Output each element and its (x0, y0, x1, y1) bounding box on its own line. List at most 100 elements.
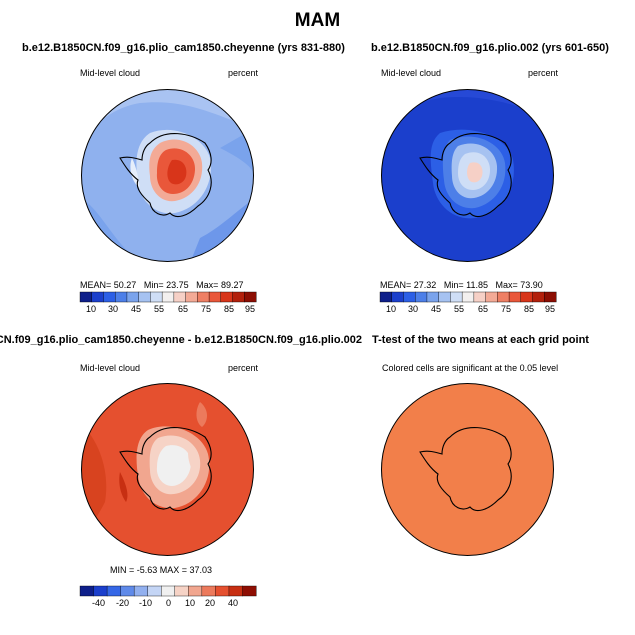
panel-1-colorbar-swatch (232, 291, 245, 303)
panel-1-colorbar-swatch (138, 291, 151, 303)
panel-2-cb-label: 10 (386, 304, 397, 314)
panel-1-cb-label: 95 (245, 304, 256, 314)
panel-2-colorbar-swatch (508, 291, 522, 303)
panel-2-min-label: Min= (443, 280, 464, 290)
panel-2-cb-label: 65 (478, 304, 489, 314)
panel-2-colorbar-swatch (473, 291, 487, 303)
panel-1-colorbar-swatch (173, 291, 187, 303)
panel-3-colorbar-swatch (215, 585, 230, 597)
panel-2-colorbar-swatch (461, 291, 475, 303)
panel-2-cb-label: 45 (431, 304, 442, 314)
panel-1-mean-value: 50.27 (113, 280, 137, 290)
panel-1-min-label: Min= (143, 280, 164, 290)
panel-3-title: B1850CN.f09_g16.plio_cam1850.cheyenne - … (0, 334, 362, 346)
panel-3-colorbar-swatch (93, 585, 108, 597)
panel-3-stats: MIN = -5.63 MAX = 37.03 (110, 565, 213, 575)
panel-1-colorbar-swatch (126, 291, 140, 303)
panel-1-cb-label: 10 (86, 304, 97, 314)
panel-2-mean-value: 27.32 (413, 280, 437, 290)
panel-1-colorbar-swatch (197, 291, 210, 303)
panel-2-colorbar-labels: 10 30 45 55 65 75 85 95 (380, 304, 556, 316)
panel-1-colorbar-swatch (185, 291, 198, 303)
panel-1-colorbar (79, 291, 257, 303)
panel-2-colorbar-swatch (520, 291, 534, 303)
panel-1-map (81, 89, 254, 262)
panel-3-units-label: percent (228, 363, 259, 373)
panel-3-cb-label: -10 (139, 598, 153, 608)
panel-1-colorbar-swatch (150, 291, 163, 303)
panel-2-colorbar-swatch (450, 291, 463, 303)
panel-1-mean-label: MEAN= (80, 280, 112, 290)
panel-1-cb-label: 75 (201, 304, 212, 314)
panel-1-colorbar-swatch (103, 291, 116, 303)
panel-1-colorbar-swatch (79, 291, 93, 303)
panel-3-colorbar-swatch (201, 585, 216, 597)
panel-1-cb-label: 30 (108, 304, 119, 314)
panel-3-colorbar (79, 585, 257, 597)
panel-1-stats: MEAN= 50.27 Min= 23.75 Max= 89.27 (80, 280, 243, 290)
panel-2-cb-label: 85 (524, 304, 535, 314)
panel-3-title-text: B1850CN.f09_g16.plio_cam1850.cheyenne - … (0, 334, 362, 346)
panel-3-colorbar-swatch (242, 585, 257, 597)
panel-2-max-label: Max= (495, 280, 518, 290)
panel-2-colorbar (379, 291, 557, 303)
panel-2-colorbar-swatch (485, 291, 498, 303)
panel-3-cb-label: -20 (116, 598, 130, 608)
panel-2-mean-label: MEAN= (380, 280, 412, 290)
panel-1-max-value: 89.27 (220, 280, 244, 290)
panel-2-cb-label: 55 (454, 304, 465, 314)
panel-2-variable-label: Mid-level cloud (381, 68, 442, 78)
panel-3-cb-label: -40 (92, 598, 106, 608)
panel-3-cb-label: 0 (166, 598, 172, 608)
panel-1-cb-label: 45 (131, 304, 142, 314)
panel-3-colorbar-swatch (161, 585, 176, 597)
panel-3-cb-label: 40 (228, 598, 239, 608)
panel-2-colorbar-swatch (426, 291, 440, 303)
panel-2-colorbar-swatch (391, 291, 404, 303)
panel-4-map (381, 383, 554, 556)
panel-3-colorbar-labels: -40 -20 -10 0 10 20 40 (80, 598, 256, 610)
panel-3-colorbar-swatch (133, 585, 149, 597)
panel-2-max-value: 73.90 (520, 280, 543, 290)
panel-3-cb-label: 20 (205, 598, 216, 608)
panel-3-colorbar-swatch (228, 585, 243, 597)
panel-2-units-label: percent (528, 68, 559, 78)
panel-1-colorbar-swatch (91, 291, 104, 303)
panel-1-variable-label: Mid-level cloud (80, 68, 141, 78)
panel-1-cb-label: 55 (154, 304, 165, 314)
panel-3-colorbar-swatch (174, 585, 189, 597)
panel-3-colorbar-swatch (120, 585, 135, 597)
panel-3-map (81, 383, 254, 556)
panel-2-map (381, 89, 554, 262)
panel-1-title: b.e12.B1850CN.f09_g16.plio_cam1850.cheye… (22, 42, 345, 54)
panel-3-variable-label: Mid-level cloud (80, 363, 141, 373)
panel-2-colorbar-swatch (415, 291, 428, 303)
panel-3-colorbar-swatch (79, 585, 95, 597)
panel-2-stats: MEAN= 27.32 Min= 11.85 Max= 73.90 (380, 280, 543, 290)
panel-1-colorbar-swatch (220, 291, 234, 303)
panel-3-cb-label: 10 (185, 598, 196, 608)
main-title: MAM (294, 10, 341, 31)
panel-2-colorbar-swatch (532, 291, 545, 303)
panel-2-colorbar-swatch (497, 291, 510, 303)
panel-2-title: b.e12.B1850CN.f09_g16.plio.002 (yrs 601-… (371, 42, 609, 54)
panel-3-colorbar-swatch (188, 585, 203, 597)
panel-2-colorbar-swatch (403, 291, 416, 303)
panel-2-colorbar-swatch (544, 291, 557, 303)
panel-1-cb-label: 85 (224, 304, 235, 314)
panel-3-colorbar-swatch (147, 585, 162, 597)
panel-4-subtitle: Colored cells are significant at the 0.0… (382, 363, 559, 373)
panel-1-min-value: 23.75 (166, 280, 189, 290)
panel-3-colorbar-swatch (106, 585, 122, 597)
panel-2-colorbar-swatch (379, 291, 393, 303)
panel-1-cb-label: 65 (178, 304, 189, 314)
panel-1-max-label: Max= (196, 280, 219, 290)
panel-1-colorbar-swatch (115, 291, 128, 303)
panel-2-cb-label: 95 (545, 304, 556, 314)
panel-2-cb-label: 75 (501, 304, 512, 314)
panel-1-colorbar-swatch (244, 291, 257, 303)
panel-1-colorbar-swatch (208, 291, 222, 303)
panel-2-min-value: 11.85 (466, 280, 488, 290)
panel-4-title: T-test of the two means at each grid poi… (372, 334, 589, 346)
panel-2-colorbar-swatch (438, 291, 451, 303)
